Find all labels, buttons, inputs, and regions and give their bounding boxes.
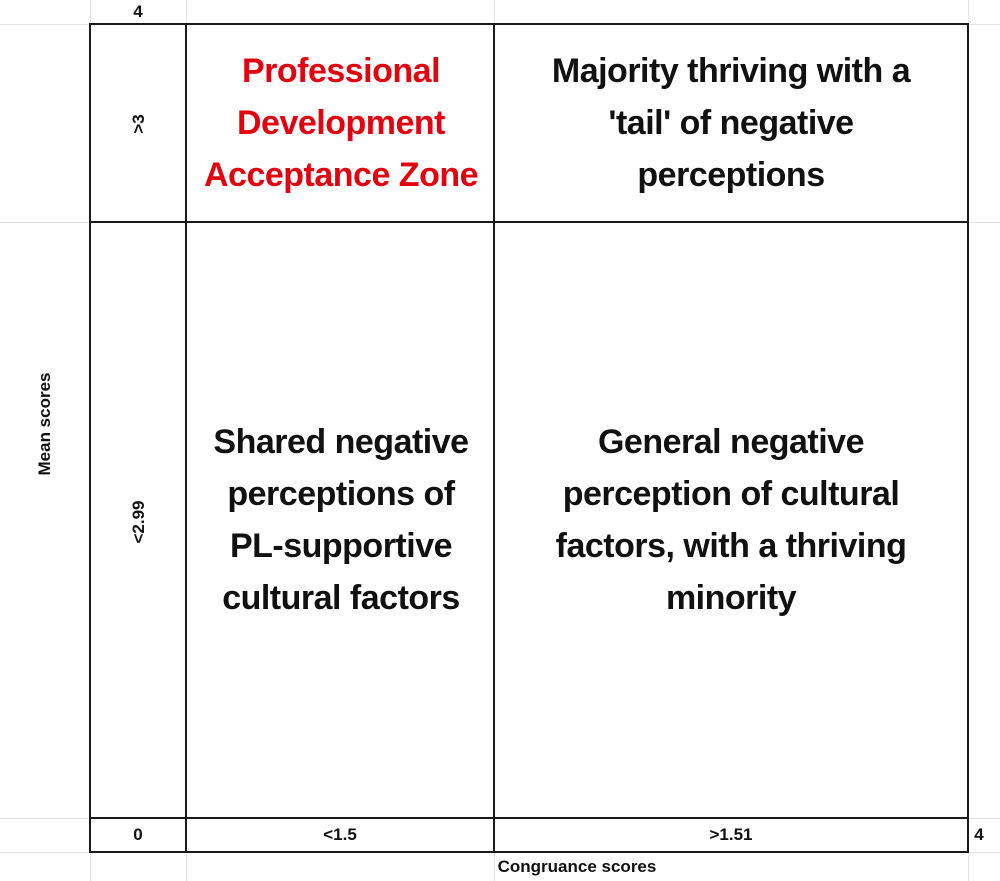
quadrant-bottom-right-text: General negative perception of cultural … xyxy=(555,423,907,617)
matrix-border-bottom xyxy=(90,817,969,819)
quadrant-bottom-left: Shared negative perceptions of PL-suppor… xyxy=(192,223,490,817)
matrix-divider-vertical xyxy=(493,23,495,853)
x-axis-title: Congruance scores xyxy=(497,856,657,876)
quadrant-top-left-text: Professional Development Acceptance Zone xyxy=(203,52,479,194)
quadrant-bottom-right: General negative perception of cultural … xyxy=(500,223,962,817)
y-axis-band-upper: >3 xyxy=(129,114,148,134)
x-axis-row-bottom xyxy=(90,851,969,853)
matrix-border-right xyxy=(967,23,969,853)
quadrant-top-right-text: Majority thriving with a 'tail' of negat… xyxy=(551,52,911,194)
x-axis-band-left: <1.5 xyxy=(323,825,357,844)
quadrant-bottom-left-text: Shared negative perceptions of PL-suppor… xyxy=(213,423,469,617)
x-axis-band-right: >1.51 xyxy=(709,825,753,844)
y-axis-band-lower: <2.99 xyxy=(129,500,148,544)
y-axis-column-divider xyxy=(185,23,187,853)
quadrant-top-right: Majority thriving with a 'tail' of negat… xyxy=(505,25,957,221)
matrix-border-top xyxy=(90,23,969,25)
quadrant-top-left: Professional Development Acceptance Zone xyxy=(192,25,490,221)
x-axis-end-value: 4 xyxy=(974,825,984,844)
matrix-border-left xyxy=(89,23,91,853)
y-axis-title: Mean scores xyxy=(35,372,54,476)
y-axis-top-value: 4 xyxy=(133,2,143,21)
axis-origin-value: 0 xyxy=(133,825,143,844)
matrix-divider-horizontal xyxy=(90,221,969,223)
